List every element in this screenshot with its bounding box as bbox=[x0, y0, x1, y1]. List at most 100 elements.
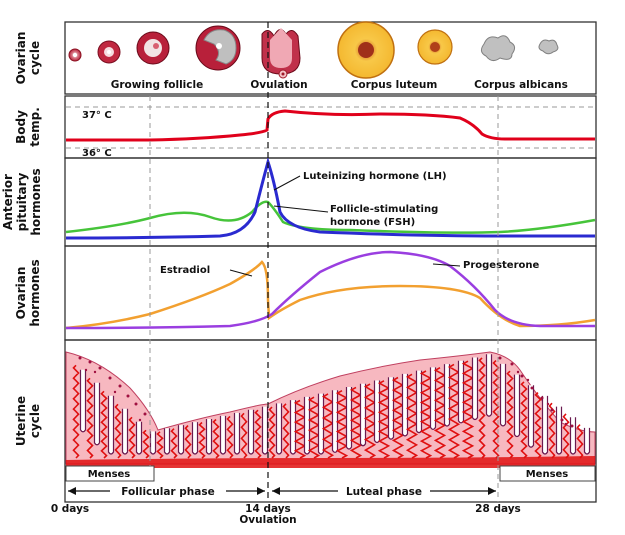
uterine-gland bbox=[331, 390, 339, 453]
ovarian-stage-illustrations bbox=[68, 21, 559, 79]
label-uterine-cycle: Uterinecycle bbox=[14, 396, 42, 446]
basal-vessel-band bbox=[66, 456, 595, 468]
spiral-artery bbox=[72, 364, 80, 459]
menses-right-label: Menses bbox=[526, 469, 569, 480]
uterine-gland bbox=[261, 406, 269, 455]
pituitary-panel: Luteinizing hormone (LH) Follicle-stimul… bbox=[65, 156, 596, 240]
spiral-artery bbox=[405, 373, 419, 459]
follicle-small bbox=[97, 40, 121, 64]
uterine-gland bbox=[121, 408, 129, 455]
uterine-gland bbox=[345, 387, 353, 450]
spiral-artery bbox=[282, 403, 290, 459]
luteal-arrowhead-right bbox=[488, 487, 496, 495]
spiral-artery bbox=[335, 389, 349, 459]
spiral-artery bbox=[156, 431, 164, 459]
temp-high-label: 37° C bbox=[82, 110, 112, 121]
fsh-label-line1: Follicle-stimulating bbox=[330, 204, 438, 215]
label-ovulation-stage: Ovulation bbox=[250, 79, 307, 91]
spiral-artery bbox=[142, 429, 150, 459]
spiral-artery bbox=[548, 402, 556, 459]
corpus-albicans-small bbox=[538, 39, 559, 55]
spiral-artery bbox=[433, 367, 447, 459]
uterine-gland bbox=[79, 369, 87, 433]
label-ovarian-cycle: Ovariancycle bbox=[14, 32, 42, 85]
uterine-gland bbox=[303, 396, 311, 455]
uterine-gland bbox=[107, 395, 115, 455]
label-growing-follicle: Growing follicle bbox=[111, 79, 203, 91]
uterine-gland bbox=[359, 383, 367, 447]
day-0-label: 0 days bbox=[51, 503, 89, 515]
lh-label: Luteinizing hormone (LH) bbox=[303, 171, 447, 182]
progesterone-pointer bbox=[432, 263, 461, 267]
uterine-gland bbox=[233, 412, 241, 455]
corpus-albicans-large bbox=[480, 35, 516, 62]
ovulating-follicle bbox=[261, 28, 301, 79]
follicular-arrowhead-right bbox=[257, 487, 265, 495]
label-anterior-pituitary: Anteriorpituitaryhormones bbox=[1, 168, 43, 235]
menstrual-debris bbox=[78, 356, 574, 428]
lh-pointer bbox=[273, 175, 301, 191]
spiral-artery bbox=[293, 399, 307, 459]
estradiol-pointer bbox=[229, 269, 253, 277]
spiral-artery bbox=[478, 357, 486, 459]
uterine-gland bbox=[387, 377, 395, 440]
day-14-label: 14 days bbox=[245, 503, 291, 515]
spiral-artery bbox=[307, 396, 321, 459]
day-markers bbox=[149, 22, 499, 502]
spiral-artery bbox=[363, 383, 377, 459]
ovarian-cycle-frame bbox=[64, 21, 597, 95]
uterine-gland bbox=[485, 354, 493, 417]
spiral-artery bbox=[534, 392, 542, 459]
label-body-temp: Bodytemp. bbox=[14, 107, 42, 147]
label-corpus-luteum: Corpus luteum bbox=[351, 79, 438, 91]
corpus-luteum-large bbox=[337, 21, 395, 79]
spiral-artery bbox=[576, 424, 584, 459]
follicle-tiny bbox=[68, 48, 82, 62]
spiral-artery bbox=[461, 360, 475, 459]
label-ovarian-hormones: Ovarianhormones bbox=[14, 259, 42, 326]
spiral-artery bbox=[184, 425, 192, 459]
uterine-panel: Menses Menses bbox=[65, 351, 596, 482]
spiral-artery bbox=[128, 416, 136, 459]
uterine-gland bbox=[191, 422, 199, 455]
uterine-frame bbox=[64, 339, 597, 503]
spiral-artery bbox=[391, 376, 405, 459]
spiral-artery bbox=[114, 403, 122, 459]
uterine-gland bbox=[373, 380, 381, 444]
uterine-gland bbox=[149, 431, 157, 455]
uterine-gland bbox=[135, 421, 143, 455]
luteal-arrowhead-left bbox=[272, 487, 280, 495]
spiral-artery bbox=[226, 415, 234, 459]
spiral-artery bbox=[447, 363, 461, 459]
corpus-luteum-small bbox=[417, 29, 453, 65]
uterine-gland bbox=[401, 373, 409, 437]
label-corpus-albicans: Corpus albicans bbox=[474, 79, 568, 91]
spiral-artery bbox=[100, 390, 108, 459]
uterine-gland bbox=[499, 363, 507, 427]
uterine-gland bbox=[471, 357, 479, 421]
panel-labels: Ovariancycle Bodytemp. Anteriorpituitary… bbox=[1, 32, 43, 447]
day-28-label: 28 days bbox=[475, 503, 521, 515]
uterine-gland bbox=[527, 385, 535, 448]
uterine-gland bbox=[415, 370, 423, 434]
phase-row: Follicular phase Luteal phase bbox=[68, 486, 496, 498]
uterine-gland bbox=[317, 393, 325, 455]
menses-right-box bbox=[499, 465, 596, 482]
uterine-gland bbox=[163, 428, 171, 455]
uterine-gland bbox=[275, 403, 283, 455]
ovarian-stage-labels: Growing follicle Ovulation Corpus luteum… bbox=[111, 79, 568, 91]
ovarian-hormones-panel: Estradiol Progesterone bbox=[65, 250, 596, 330]
estradiol-curve bbox=[65, 260, 596, 330]
spiral-artery bbox=[377, 380, 391, 459]
uterine-gland bbox=[177, 425, 185, 455]
uterine-gland bbox=[247, 409, 255, 455]
spiral-artery bbox=[212, 418, 220, 459]
fsh-curve bbox=[65, 200, 596, 234]
spiral-artery bbox=[268, 406, 276, 459]
uterine-gland bbox=[443, 364, 451, 427]
progesterone-curve bbox=[65, 250, 595, 330]
uterine-gland bbox=[457, 360, 465, 424]
uterine-gland bbox=[93, 382, 101, 446]
ovulation-timeline-label: Ovulation bbox=[239, 514, 296, 526]
spiral-artery bbox=[254, 409, 262, 459]
